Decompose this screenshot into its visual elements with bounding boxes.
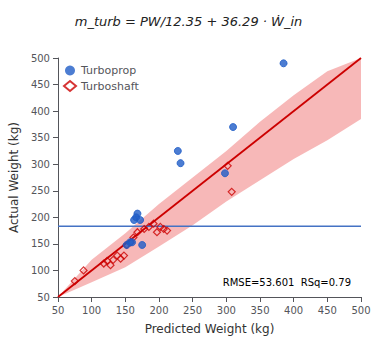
svg-text:200: 200 [149,305,168,316]
svg-text:500: 500 [351,305,370,316]
svg-text:450: 450 [31,79,50,90]
svg-text:200: 200 [31,212,50,223]
svg-text:150: 150 [116,305,135,316]
svg-text:Turboprop: Turboprop [80,64,136,77]
svg-text:250: 250 [31,185,50,196]
svg-text:300: 300 [217,305,236,316]
svg-text:Predicted Weight (kg): Predicted Weight (kg) [145,322,275,336]
svg-text:350: 350 [250,305,269,316]
svg-text:Actual Weight (kg): Actual Weight (kg) [7,122,21,233]
svg-text:RMSE=53.601 RSq=0.79: RMSE=53.601 RSq=0.79 [223,277,351,288]
svg-text:50: 50 [52,305,65,316]
svg-text:450: 450 [318,305,337,316]
svg-text:300: 300 [31,159,50,170]
svg-text:50: 50 [37,292,50,303]
svg-text:m_turb = PW/12.35 + 36.29 · Ẇ_: m_turb = PW/12.35 + 36.29 · Ẇ_in [75,14,303,29]
svg-text:500: 500 [31,53,50,64]
svg-text:250: 250 [183,305,202,316]
svg-text:150: 150 [31,238,50,249]
svg-text:100: 100 [31,265,50,276]
svg-text:400: 400 [31,106,50,117]
svg-text:100: 100 [82,305,101,316]
svg-text:Turboshaft: Turboshaft [80,80,139,93]
svg-text:350: 350 [31,132,50,143]
svg-text:400: 400 [284,305,303,316]
